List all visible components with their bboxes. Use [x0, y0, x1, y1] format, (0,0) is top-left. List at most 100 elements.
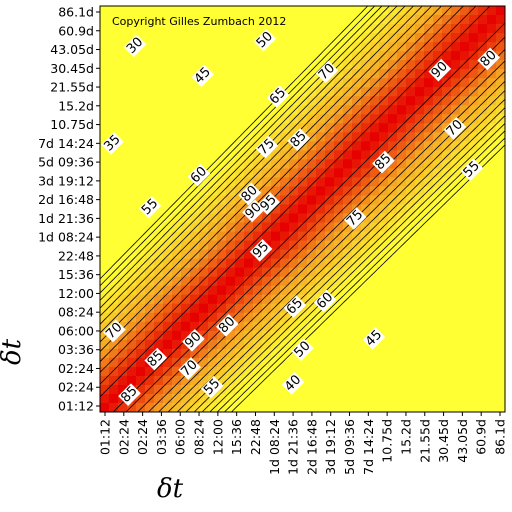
heatmap-cell	[316, 168, 326, 179]
x-axis-ticks: 01:12 02:24 02:24 03:36 06:00 08:24 12:00 15:36…	[98, 412, 508, 475]
heatmap-cell	[208, 285, 218, 296]
heatmap-cell	[100, 222, 110, 233]
heatmap-cell	[127, 15, 137, 25]
heatmap-cell	[325, 321, 335, 332]
heatmap-cell	[199, 357, 209, 368]
heatmap-cell	[334, 87, 344, 97]
heatmap-cell	[496, 24, 505, 34]
heatmap-cell	[361, 132, 371, 142]
heatmap-cell	[226, 222, 236, 233]
y-tick-label: 21.55d	[50, 80, 94, 95]
heatmap-cell	[109, 96, 119, 106]
heatmap-cell	[163, 177, 173, 188]
heatmap-cell	[235, 15, 245, 25]
x-tick-label: 03:36	[154, 419, 169, 455]
heatmap-cell	[442, 168, 452, 179]
heatmap-cell	[163, 87, 173, 97]
heatmap-cell	[469, 321, 479, 332]
heatmap-cell	[109, 213, 119, 224]
heatmap-cell	[181, 132, 191, 142]
heatmap-cell	[406, 105, 416, 115]
heatmap-cell	[145, 96, 155, 106]
heatmap-cell	[451, 276, 461, 287]
heatmap-cell	[316, 114, 326, 124]
heatmap-cell	[424, 150, 434, 160]
heatmap-cell	[424, 294, 434, 305]
heatmap-cell	[118, 348, 128, 359]
heatmap-cell	[442, 402, 452, 412]
heatmap-cell	[235, 249, 245, 260]
heatmap-cell	[478, 339, 488, 350]
heatmap-cell	[118, 321, 128, 332]
heatmap-cell	[289, 60, 299, 70]
heatmap-cell	[208, 15, 218, 25]
heatmap-cell	[307, 6, 317, 16]
heatmap-cell	[118, 258, 128, 269]
heatmap-cell	[172, 249, 182, 260]
heatmap-cell	[478, 114, 488, 124]
heatmap-cell	[316, 402, 326, 412]
heatmap-cell	[217, 60, 227, 70]
heatmap-cell	[262, 51, 272, 61]
heatmap-cell	[487, 240, 497, 251]
heatmap-cell	[118, 204, 128, 215]
contour-line	[100, 6, 505, 412]
heatmap-cell	[109, 51, 119, 61]
heatmap-cell	[487, 267, 497, 278]
heatmap-cell	[325, 393, 335, 404]
heatmap-cell	[352, 69, 362, 79]
heatmap-cell	[181, 213, 191, 224]
heatmap-cell	[100, 78, 110, 88]
heatmap-cell	[406, 141, 416, 151]
heatmap-cell	[415, 240, 425, 251]
heatmap-cell	[181, 114, 191, 124]
heatmap-cell	[442, 15, 452, 25]
heatmap-cell	[226, 294, 236, 305]
heatmap-cell	[172, 213, 182, 224]
heatmap-cell	[343, 60, 353, 70]
heatmap-cell	[163, 213, 173, 224]
heatmap-cell	[478, 186, 488, 197]
heatmap-cell	[379, 222, 389, 233]
heatmap-cell	[100, 231, 110, 242]
heatmap-cell	[163, 42, 173, 52]
heatmap-cell	[262, 213, 272, 224]
heatmap-cell	[181, 33, 191, 43]
heatmap-cell	[100, 150, 110, 160]
heatmap-cell	[109, 276, 119, 287]
heatmap-cell	[235, 24, 245, 34]
heatmap-cell	[415, 141, 425, 151]
heatmap-cell	[235, 105, 245, 115]
heatmap-cell	[397, 285, 407, 296]
heatmap-cell	[298, 150, 308, 160]
heatmap-cell	[127, 114, 137, 124]
heatmap-cell	[316, 177, 326, 188]
heatmap-cell	[154, 51, 164, 61]
heatmap-cell	[253, 60, 263, 70]
heatmap-cell	[478, 222, 488, 233]
heatmap-cell	[262, 69, 272, 79]
heatmap-cell	[145, 402, 155, 412]
heatmap-cell	[289, 267, 299, 278]
heatmap-cell	[424, 231, 434, 242]
heatmap-cell	[172, 15, 182, 25]
heatmap-cell	[361, 348, 371, 359]
heatmap-cell	[442, 51, 452, 61]
heatmap-cell	[433, 186, 443, 197]
heatmap-cell	[136, 195, 146, 206]
heatmap-cell	[424, 60, 434, 70]
heatmap-cell	[226, 105, 236, 115]
heatmap-cell	[325, 366, 335, 377]
heatmap-cell	[181, 258, 191, 269]
heatmap-cell	[181, 276, 191, 287]
heatmap-cell	[469, 276, 479, 287]
heatmap-cell	[316, 78, 326, 88]
heatmap-cell	[181, 177, 191, 188]
heatmap-cell	[316, 348, 326, 359]
heatmap-cell	[100, 204, 110, 215]
heatmap-cell	[379, 249, 389, 260]
heatmap-cell	[379, 348, 389, 359]
heatmap-cell	[118, 384, 128, 395]
heatmap-cell	[433, 240, 443, 251]
heatmap-cell	[469, 6, 479, 16]
